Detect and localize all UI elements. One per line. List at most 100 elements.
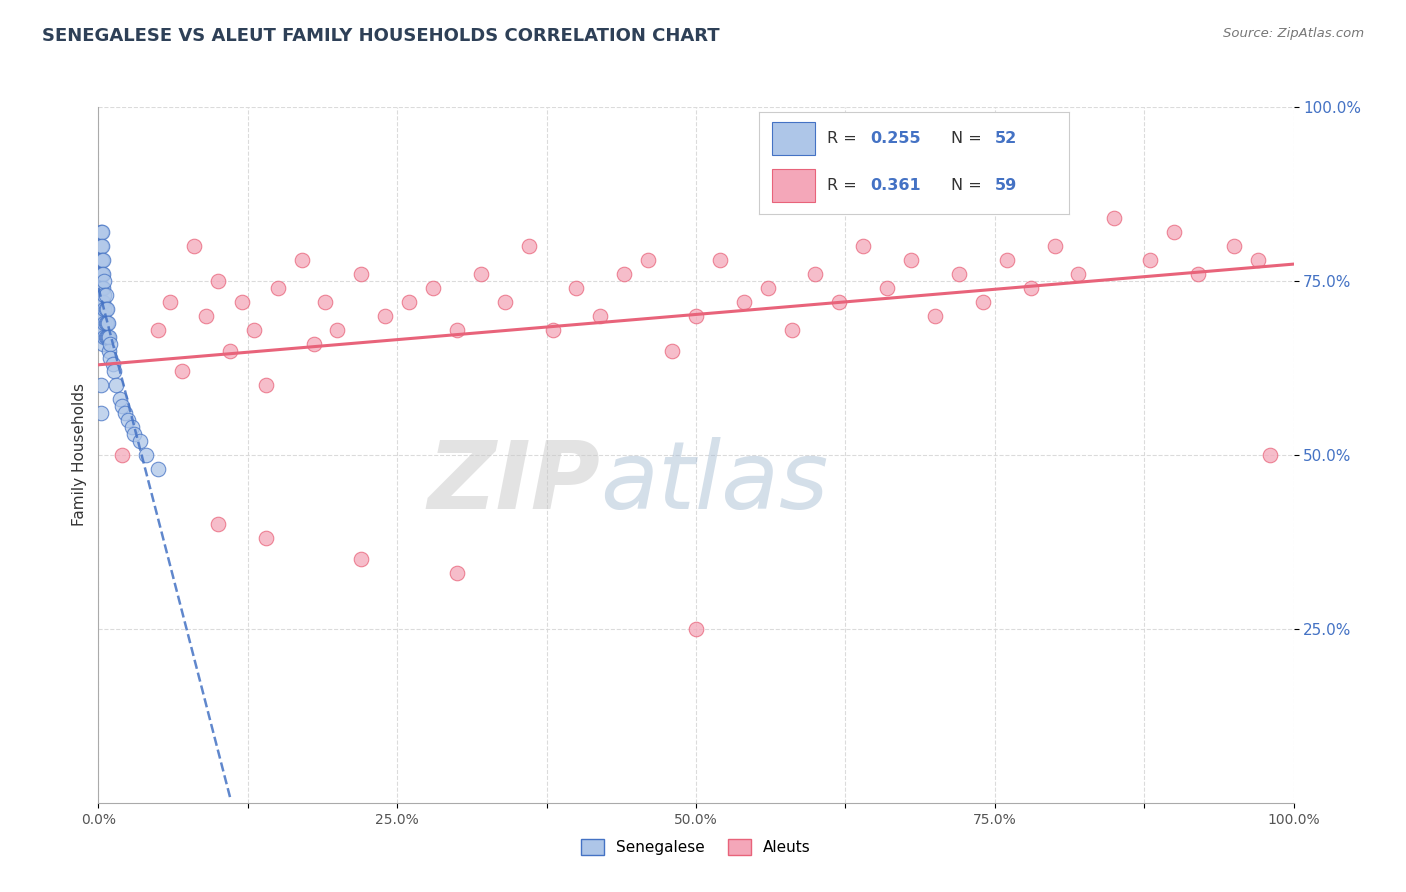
Point: [565, 281, 588, 295]
Point: [93, 301, 115, 316]
Point: [1222, 239, 1246, 253]
Point: [114, 406, 136, 420]
Point: [91, 336, 114, 351]
Point: [494, 294, 516, 309]
Text: 0.255: 0.255: [870, 130, 921, 145]
Point: [398, 294, 420, 309]
Point: [541, 323, 564, 337]
Point: [254, 378, 277, 392]
Point: [315, 294, 337, 309]
Point: [422, 281, 444, 295]
Point: [948, 267, 970, 281]
Point: [589, 309, 612, 323]
Point: [97, 329, 120, 343]
Point: [828, 294, 851, 309]
Text: 59: 59: [994, 178, 1017, 193]
Point: [374, 309, 396, 323]
Text: R =: R =: [827, 178, 862, 193]
Point: [517, 239, 540, 253]
Point: [129, 434, 152, 448]
Point: [103, 364, 125, 378]
Point: [90, 267, 112, 281]
Point: [121, 420, 143, 434]
Point: [135, 448, 157, 462]
Point: [1019, 281, 1042, 295]
Point: [446, 323, 468, 337]
Point: [101, 358, 124, 372]
Point: [91, 323, 114, 337]
Point: [1246, 253, 1268, 268]
Point: [231, 294, 253, 309]
Point: [91, 294, 114, 309]
Point: [93, 329, 115, 343]
Point: [1067, 267, 1090, 281]
Point: [350, 552, 373, 566]
Point: [995, 253, 1018, 268]
Point: [90, 239, 112, 253]
Point: [1102, 211, 1125, 226]
Point: [685, 622, 707, 636]
Text: 52: 52: [994, 130, 1017, 145]
Point: [661, 343, 683, 358]
Point: [207, 274, 229, 288]
Point: [183, 239, 205, 253]
Point: [972, 294, 994, 309]
Point: [93, 316, 115, 330]
Point: [159, 294, 181, 309]
Text: Source: ZipAtlas.com: Source: ZipAtlas.com: [1223, 27, 1364, 40]
Point: [98, 336, 122, 351]
Point: [91, 294, 114, 309]
Point: [900, 253, 922, 268]
Point: [446, 566, 468, 581]
Point: [91, 267, 114, 281]
Point: [290, 253, 312, 268]
Point: [804, 267, 827, 281]
Point: [98, 329, 121, 343]
Point: [924, 309, 946, 323]
Point: [302, 336, 325, 351]
Legend: Senegalese, Aleuts: Senegalese, Aleuts: [575, 833, 817, 862]
Text: atlas: atlas: [600, 437, 828, 528]
Point: [96, 329, 118, 343]
Point: [91, 225, 114, 239]
Point: [470, 267, 492, 281]
Point: [1139, 253, 1161, 268]
Point: [172, 364, 194, 378]
Point: [90, 281, 112, 295]
Point: [117, 413, 139, 427]
Point: [91, 323, 114, 337]
Text: SENEGALESE VS ALEUT FAMILY HOUSEHOLDS CORRELATION CHART: SENEGALESE VS ALEUT FAMILY HOUSEHOLDS CO…: [42, 27, 720, 45]
Point: [98, 343, 121, 358]
Point: [91, 239, 114, 253]
Point: [90, 378, 112, 392]
Point: [94, 288, 117, 302]
Point: [1163, 225, 1185, 239]
Point: [96, 316, 118, 330]
Point: [94, 329, 117, 343]
Point: [98, 351, 122, 365]
Point: [756, 281, 779, 295]
FancyBboxPatch shape: [772, 122, 815, 154]
Point: [194, 309, 217, 323]
Point: [852, 239, 875, 253]
FancyBboxPatch shape: [772, 169, 815, 202]
Point: [90, 406, 112, 420]
Point: [637, 253, 659, 268]
Y-axis label: Family Households: Family Households: [72, 384, 87, 526]
Point: [685, 309, 707, 323]
Point: [207, 517, 229, 532]
Point: [1043, 239, 1066, 253]
Point: [96, 301, 118, 316]
Point: [91, 309, 114, 323]
Point: [91, 267, 114, 281]
Point: [93, 274, 115, 288]
Text: R =: R =: [827, 130, 862, 145]
Point: [254, 532, 277, 546]
Text: N =: N =: [950, 178, 987, 193]
Point: [780, 323, 803, 337]
Text: ZIP: ZIP: [427, 437, 600, 529]
Point: [91, 253, 114, 268]
Point: [91, 253, 114, 268]
Point: [97, 316, 120, 330]
Point: [326, 323, 349, 337]
